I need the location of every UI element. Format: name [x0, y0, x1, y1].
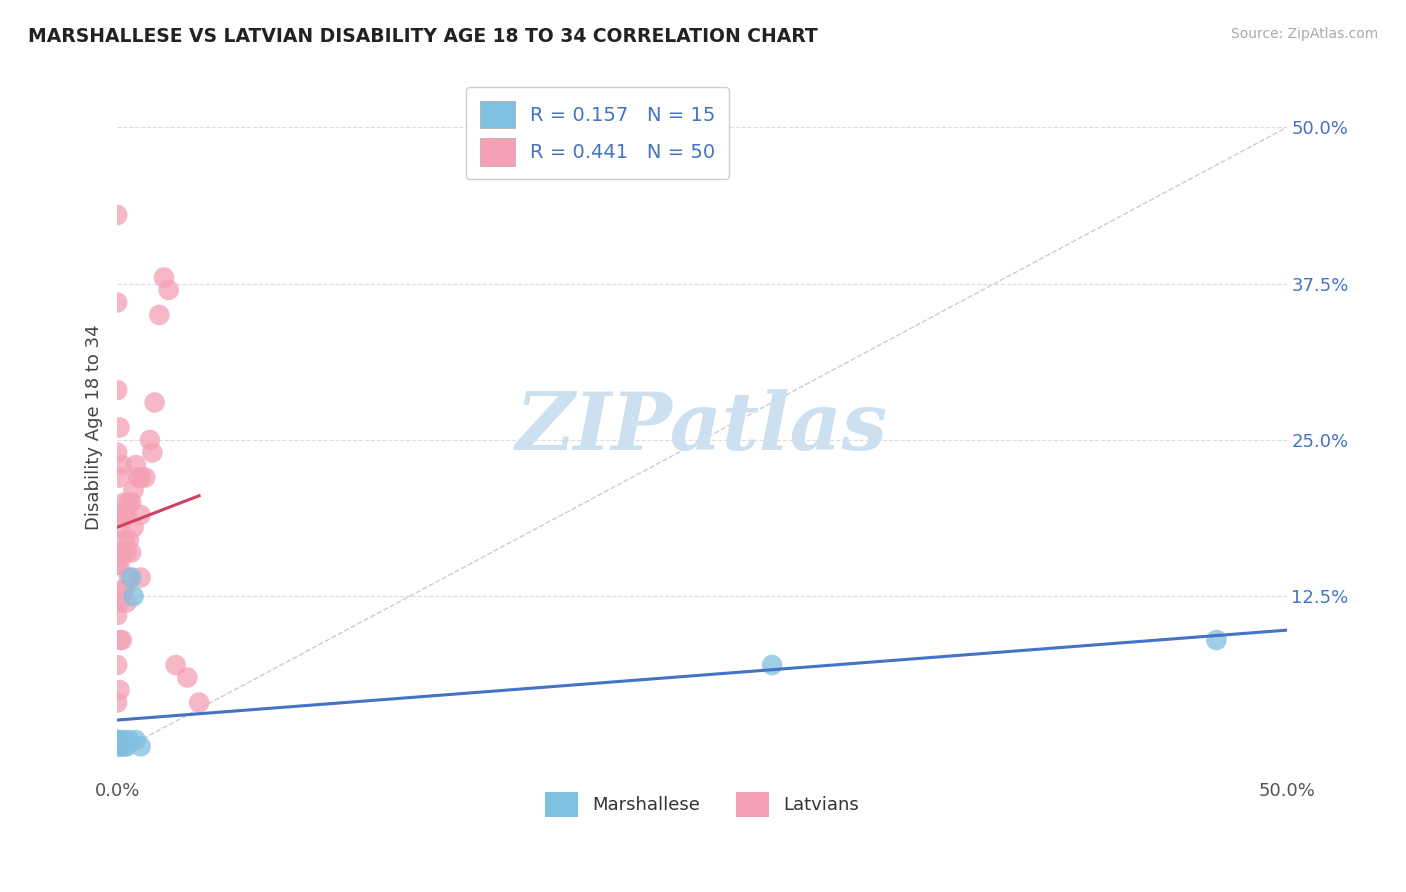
Point [120, 570, 142, 584]
Point [105, 558, 128, 572]
Point [148, 308, 170, 322]
Text: MARSHALLESE VS LATVIAN DISABILITY AGE 18 TO 34 CORRELATION CHART: MARSHALLESE VS LATVIAN DISABILITY AGE 18… [28, 27, 818, 45]
Point [115, 739, 138, 754]
Point [108, 558, 131, 572]
Point [165, 658, 187, 673]
Point [120, 545, 142, 559]
Point [112, 533, 135, 547]
Point [120, 495, 142, 509]
Point [157, 283, 180, 297]
Point [108, 633, 131, 648]
Point [108, 420, 131, 434]
Point [188, 696, 211, 710]
Point [105, 607, 128, 622]
Point [118, 733, 141, 747]
Point [105, 696, 128, 710]
Point [118, 495, 141, 509]
Point [108, 595, 131, 609]
Point [108, 520, 131, 534]
Point [153, 270, 176, 285]
Point [111, 582, 134, 597]
Point [111, 545, 134, 559]
Point [1205, 633, 1227, 648]
Point [105, 383, 128, 397]
Point [115, 508, 138, 522]
Point [115, 545, 138, 559]
Text: Source: ZipAtlas.com: Source: ZipAtlas.com [1230, 27, 1378, 41]
Point [118, 570, 141, 584]
Point [105, 658, 128, 673]
Point [112, 582, 135, 597]
Point [105, 733, 128, 747]
Point [115, 595, 138, 609]
Point [176, 671, 198, 685]
Point [122, 589, 145, 603]
Legend: Marshallese, Latvians: Marshallese, Latvians [538, 785, 866, 824]
Point [105, 208, 128, 222]
Point [118, 533, 141, 547]
Point [122, 520, 145, 534]
Point [112, 733, 135, 747]
Point [105, 739, 128, 754]
Point [139, 433, 162, 447]
Point [129, 570, 152, 584]
Point [105, 295, 128, 310]
Point [108, 683, 131, 698]
Point [125, 733, 148, 747]
Point [125, 458, 148, 472]
Point [112, 739, 135, 754]
Point [111, 508, 134, 522]
Point [111, 633, 134, 648]
Point [111, 458, 134, 472]
Point [108, 733, 131, 747]
Point [108, 739, 131, 754]
Y-axis label: Disability Age 18 to 34: Disability Age 18 to 34 [86, 325, 103, 531]
Point [761, 658, 783, 673]
Point [108, 470, 131, 484]
Point [134, 470, 156, 484]
Point [129, 508, 152, 522]
Point [111, 739, 134, 754]
Point [129, 739, 152, 754]
Point [141, 445, 163, 459]
Point [105, 508, 128, 522]
Point [112, 495, 135, 509]
Text: ZIPatlas: ZIPatlas [516, 389, 889, 467]
Point [122, 483, 145, 497]
Point [143, 395, 166, 409]
Point [127, 470, 149, 484]
Point [129, 470, 152, 484]
Point [105, 733, 128, 747]
Point [105, 445, 128, 459]
